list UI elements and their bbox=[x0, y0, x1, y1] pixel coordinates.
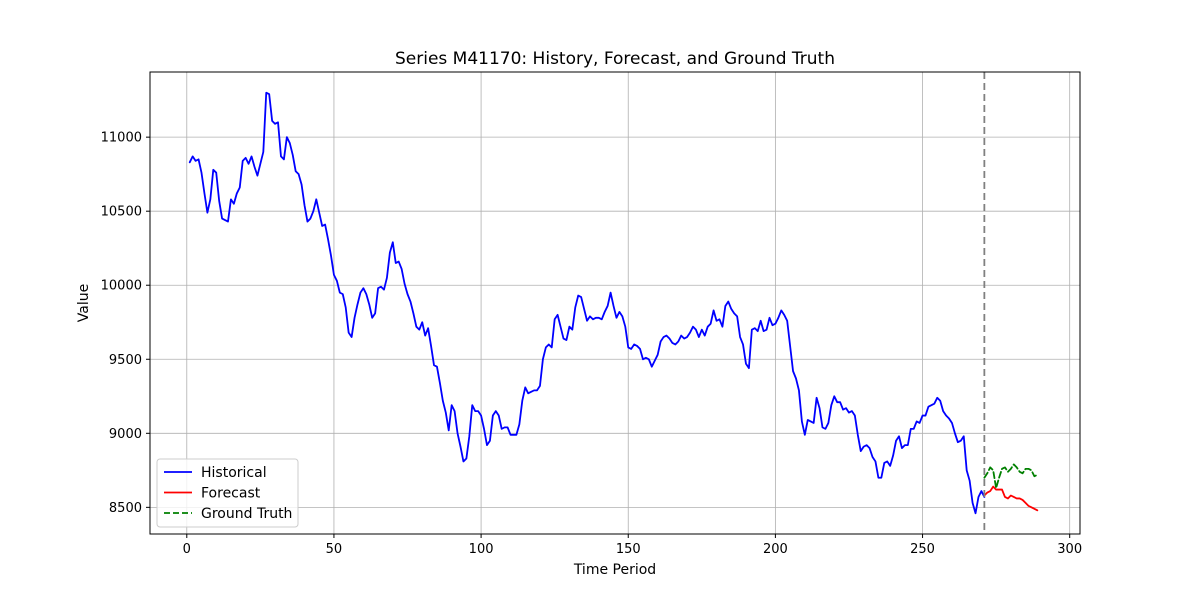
x-tick-label: 0 bbox=[183, 542, 191, 557]
x-tick-label: 300 bbox=[1057, 542, 1082, 557]
y-axis-label: Value bbox=[76, 284, 92, 322]
y-tick-label: 10000 bbox=[101, 279, 142, 294]
x-axis-label: Time Period bbox=[573, 562, 656, 578]
x-tick-label: 50 bbox=[326, 542, 343, 557]
y-tick-label: 9000 bbox=[109, 427, 142, 442]
x-tick-label: 250 bbox=[910, 542, 935, 557]
y-axis-ticks: 8500 9000 9500 10000 10500 11000 bbox=[101, 131, 150, 516]
x-tick-label: 200 bbox=[763, 542, 788, 557]
y-tick-label: 11000 bbox=[101, 131, 142, 146]
legend-items: Historical Forecast Ground Truth bbox=[164, 465, 292, 522]
legend-label: Forecast bbox=[201, 486, 261, 502]
legend-label: Ground Truth bbox=[201, 506, 292, 522]
y-tick-label: 9500 bbox=[109, 353, 142, 368]
y-tick-label: 10500 bbox=[101, 205, 142, 220]
series-line-historical bbox=[188, 91, 986, 515]
legend-label: Historical bbox=[201, 465, 267, 481]
chart-title: Series M41170: History, Forecast, and Gr… bbox=[395, 49, 835, 69]
legend: Historical Forecast Ground Truth bbox=[156, 458, 299, 528]
legend-box bbox=[156, 458, 299, 528]
series-line-ground-truth bbox=[983, 463, 1039, 490]
x-tick-label: 150 bbox=[616, 542, 641, 557]
y-tick-label: 8500 bbox=[109, 501, 142, 516]
x-tick-label: 100 bbox=[469, 542, 494, 557]
plot-frame bbox=[149, 71, 1081, 535]
x-axis-ticks: 0 50 100 150 200 250 300 bbox=[183, 534, 1082, 557]
grid bbox=[150, 72, 1080, 534]
series-lines bbox=[188, 91, 1039, 515]
series-line-forecast bbox=[983, 485, 1039, 512]
